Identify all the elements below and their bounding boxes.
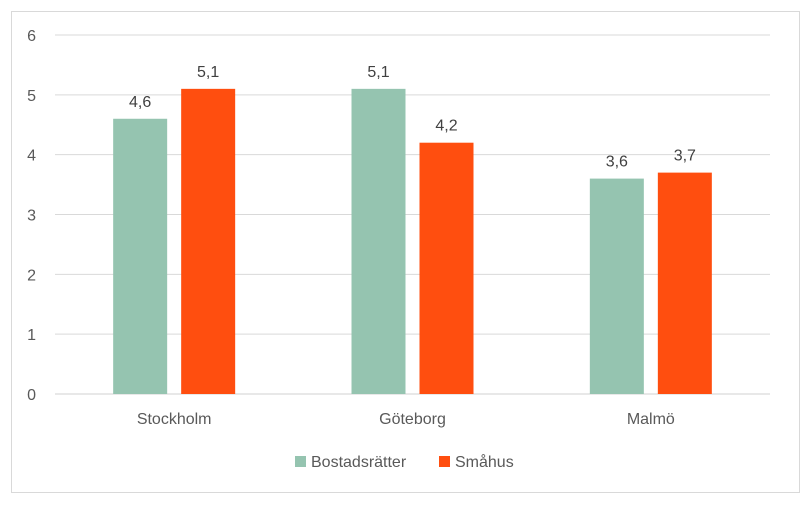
data-labels: 4,6 5,1 5,1 4,2 3,6 3,7 [129, 64, 696, 171]
data-label-stockholm-1: 4,6 [129, 94, 151, 111]
x-tick-label-1: Stockholm [137, 411, 212, 428]
bar-göteborg-2 [419, 142, 474, 394]
data-label-göteborg-1: 5,1 [367, 64, 389, 81]
y-axis-tick-labels: 0 1 2 3 4 5 6 [27, 28, 36, 404]
bar-malmö-1 [589, 178, 644, 394]
y-tick-label-5: 5 [27, 88, 36, 105]
bar-göteborg-1 [351, 88, 406, 394]
data-label-göteborg-2: 4,2 [435, 118, 457, 135]
bars [113, 88, 712, 395]
legend-swatch-2 [439, 456, 450, 467]
bar-stockholm-2 [181, 88, 236, 394]
y-tick-label-4: 4 [27, 148, 36, 165]
x-tick-label-3: Malmö [627, 411, 675, 428]
data-label-malmö-1: 3,6 [606, 154, 628, 171]
legend-label-1: Bostadsrätter [311, 454, 407, 471]
y-tick-label-0: 0 [27, 387, 36, 404]
legend-label-2: Småhus [455, 453, 514, 471]
y-tick-label-3: 3 [27, 208, 36, 225]
data-label-stockholm-2: 5,1 [197, 64, 219, 81]
legend: Bostadsrätter Småhus [295, 453, 514, 471]
x-tick-label-2: Göteborg [379, 411, 446, 428]
legend-swatch-1 [295, 456, 306, 467]
data-label-malmö-2: 3,7 [674, 148, 696, 165]
y-tick-label-1: 1 [27, 327, 36, 344]
y-tick-label-2: 2 [27, 267, 36, 284]
bar-stockholm-1 [113, 118, 168, 395]
bar-malmö-2 [657, 172, 712, 394]
x-axis-tick-labels: Stockholm Göteborg Malmö [137, 411, 675, 428]
y-tick-label-6: 6 [27, 28, 36, 45]
gridlines [55, 34, 770, 395]
